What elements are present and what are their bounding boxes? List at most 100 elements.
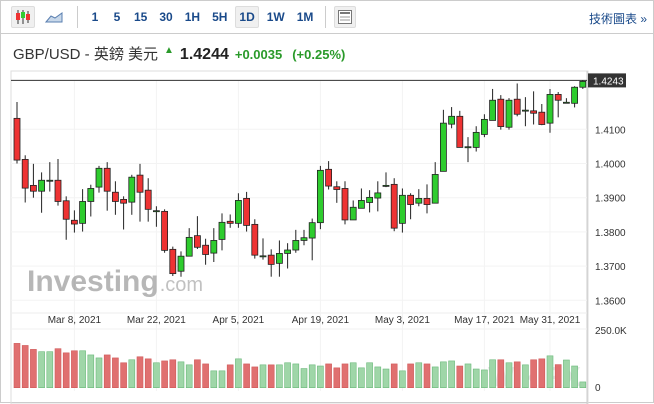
- volume-bar: [259, 364, 267, 388]
- timeframe-5[interactable]: 5: [113, 10, 121, 24]
- candle-body: [275, 253, 283, 264]
- volume-bar: [513, 361, 521, 389]
- x-tick-label: Mar 22, 2021: [127, 315, 186, 326]
- news-layout-button[interactable]: [334, 6, 357, 28]
- volume-bar: [423, 363, 431, 389]
- volume-bar: [202, 363, 209, 389]
- volume-bar: [128, 359, 136, 388]
- candle-body: [251, 223, 259, 256]
- volume-bar: [153, 362, 160, 388]
- y-tick-label: 1.4000: [595, 160, 626, 171]
- candle-body: [226, 220, 234, 224]
- volume-bar: [54, 348, 62, 388]
- area-chart-button[interactable]: [39, 6, 69, 28]
- candle-body: [185, 236, 193, 257]
- volume-bar: [464, 363, 472, 389]
- volume-bar: [30, 349, 37, 389]
- volume-bar: [292, 363, 300, 389]
- volume-bar: [103, 354, 111, 388]
- timeframe-1[interactable]: 1: [91, 10, 99, 24]
- volume-bar: [366, 362, 373, 388]
- volume-bar: [136, 356, 144, 388]
- volume-bar: [177, 361, 185, 389]
- volume-bar: [505, 362, 513, 388]
- timeframe-5H[interactable]: 5H: [212, 10, 228, 24]
- volume-bar: [79, 350, 86, 389]
- candle-body: [29, 184, 37, 192]
- volume-bar: [62, 352, 70, 389]
- up-arrow-icon: ▲: [164, 45, 174, 56]
- volume-bar: [169, 359, 177, 388]
- candle-body: [136, 174, 144, 193]
- y-tick-label: 1.3900: [595, 194, 626, 205]
- candle-body: [292, 240, 300, 251]
- candle-body: [415, 197, 423, 204]
- candle-body: [538, 111, 546, 125]
- volume-tick-label: 250.0K: [595, 326, 627, 337]
- candle-body: [71, 219, 78, 225]
- volume-bar: [251, 366, 259, 389]
- volume-bar: [95, 357, 103, 388]
- candle-body: [284, 249, 292, 254]
- timeframe-1M[interactable]: 1M: [296, 10, 314, 24]
- volume-bar: [185, 364, 193, 388]
- candle-body: [357, 200, 365, 209]
- candle-body: [144, 189, 152, 210]
- timeframe-30[interactable]: 30: [159, 10, 173, 24]
- volume-bar: [554, 364, 562, 388]
- volume-bar: [325, 363, 332, 389]
- volume-bar: [374, 366, 382, 389]
- price-change: +0.0035: [234, 47, 283, 62]
- chart-toolbar: 1 5 15 30 1H 5H 1D 1W 1M 技術圖表 »: [1, 1, 654, 34]
- candle-body: [210, 240, 218, 254]
- candle-body: [382, 184, 390, 187]
- candle-body: [38, 179, 45, 192]
- volume-bar: [489, 359, 496, 388]
- last-price: 1.4244: [179, 46, 229, 63]
- candle-body: [554, 94, 562, 101]
- timeframe-1H[interactable]: 1H: [184, 10, 201, 24]
- timeframe-15[interactable]: 15: [134, 10, 148, 24]
- investing-logo-watermark: Investing: [27, 265, 159, 298]
- volume-bar: [13, 343, 21, 389]
- candle-body: [46, 179, 54, 182]
- volume-bar: [579, 381, 587, 388]
- volume-bar: [46, 351, 54, 388]
- volume-bar: [38, 351, 45, 388]
- x-tick-label: May 17, 2021: [454, 315, 515, 326]
- candle-body: [349, 206, 357, 221]
- candle-body: [95, 167, 103, 188]
- candlestick-chart-button[interactable]: [11, 6, 35, 28]
- volume-bar: [276, 364, 283, 388]
- candle-body: [308, 222, 316, 239]
- volume-bar: [300, 368, 308, 389]
- volume-bar: [161, 360, 168, 388]
- candle-body: [202, 244, 210, 255]
- current-price-label: 1.4243: [593, 76, 624, 87]
- timeframe-1W[interactable]: 1W: [266, 10, 285, 24]
- volume-bar: [440, 361, 447, 389]
- timeframe-1D[interactable]: 1D: [235, 6, 259, 28]
- document-icon: [338, 10, 353, 24]
- candle-body: [152, 210, 160, 213]
- candle-body: [21, 158, 29, 189]
- technical-chart-link[interactable]: 技術圖表 »: [588, 12, 647, 26]
- volume-tick-label: 0: [595, 383, 601, 394]
- price-change-percent: (+0.25%): [292, 47, 346, 62]
- volume-bar: [538, 358, 546, 389]
- volume-bar: [358, 367, 365, 388]
- area-chart-icon: [45, 12, 63, 23]
- volume-bar: [267, 364, 275, 388]
- volume-bar: [194, 359, 201, 388]
- current-price-tag: [588, 73, 626, 88]
- candle-body: [300, 237, 308, 241]
- volume-bar: [317, 365, 324, 388]
- y-tick-label: 1.3800: [595, 228, 626, 239]
- candle-body: [448, 115, 456, 125]
- candle-body: [374, 192, 382, 199]
- volume-bar: [333, 367, 341, 388]
- symbol-name: GBP/USD - 英鎊 美元: [13, 46, 159, 63]
- volume-bar: [415, 362, 423, 388]
- volume-bar: [472, 368, 480, 388]
